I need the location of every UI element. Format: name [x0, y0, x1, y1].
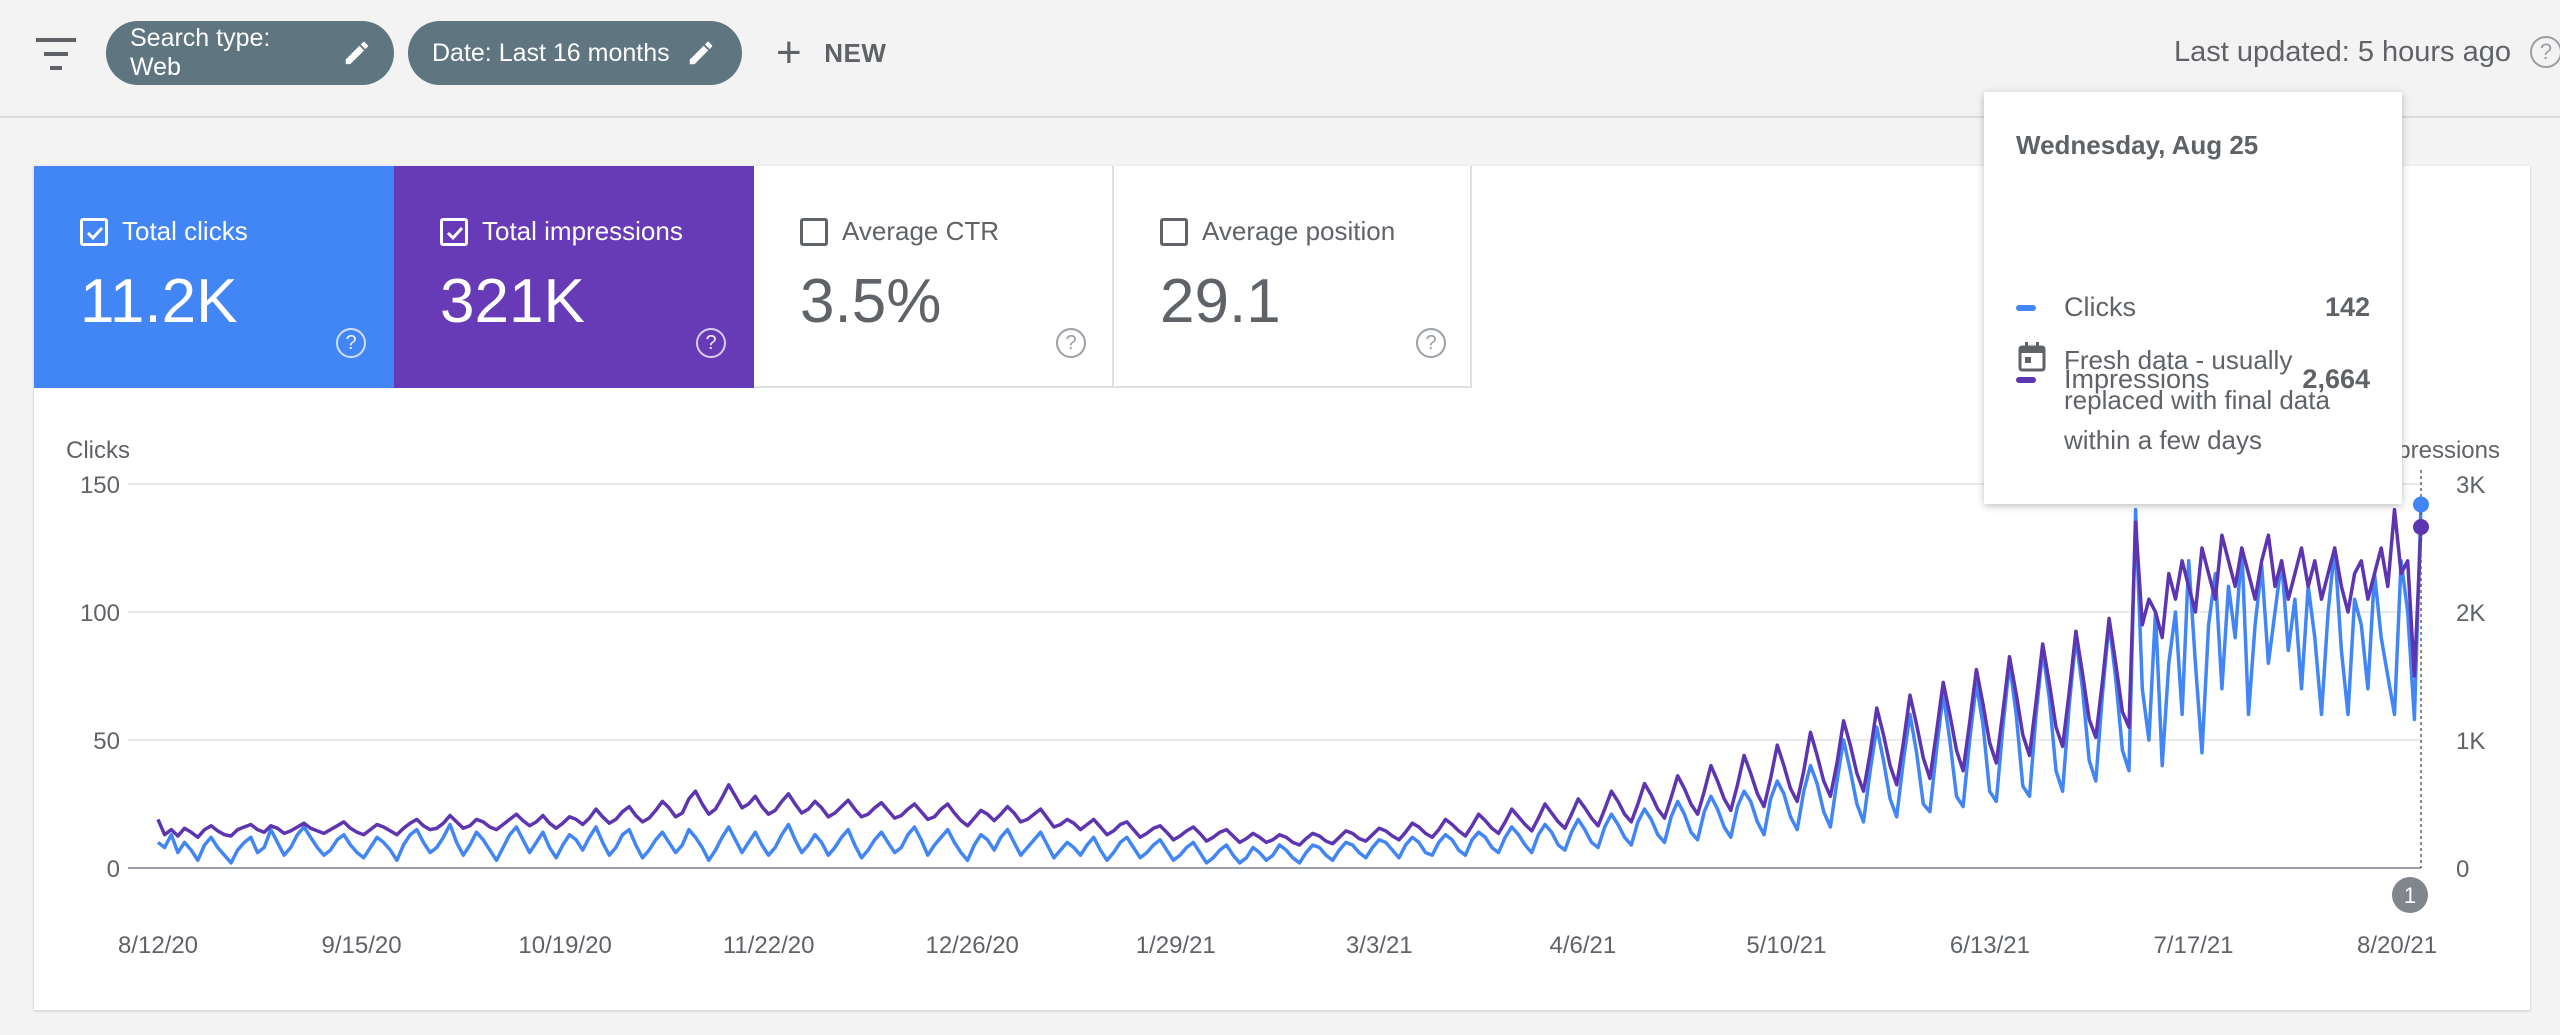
metric-label: Average position [1202, 216, 1396, 246]
x-tick-label: 8/20/21 [2357, 932, 2437, 959]
x-tick-label: 5/10/21 [1746, 932, 1826, 959]
chip-label: Search type: Web [130, 24, 271, 81]
last-updated-text: Last updated: 5 hours ago [2174, 36, 2511, 68]
filter-icon[interactable] [36, 36, 80, 72]
plus-icon: + [776, 28, 803, 77]
y-left-tick-label: 150 [80, 472, 120, 499]
tooltip-series-value: 142 [2324, 292, 2370, 322]
y-left-tick-label: 0 [107, 856, 120, 883]
metric-value: 11.2K [80, 267, 238, 336]
metric-label: Total impressions [482, 216, 683, 246]
annotation-marker-label: 1 [2404, 883, 2416, 908]
series-line-impressions [156, 507, 2423, 847]
metric-value: 321K [440, 267, 585, 336]
x-tick-label: 6/13/21 [1950, 932, 2030, 959]
tooltip-series-name: Impressions [2064, 364, 2210, 394]
metric-label: Total clicks [122, 216, 248, 246]
help-icon[interactable]: ? [1056, 328, 1086, 358]
x-tick-label: 12/26/20 [925, 932, 1018, 959]
tooltip-date: Wednesday, Aug 25 [2016, 130, 2259, 160]
metric-average-position[interactable]: Average position 29.1 ? [1114, 166, 1472, 388]
x-tick-label: 7/17/21 [2153, 932, 2233, 959]
chart-tooltip: Wednesday, Aug 25 Clicks 142 Impressions… [1984, 92, 2402, 504]
y-right-tick-label: 1K [2456, 728, 2485, 755]
metric-total-clicks[interactable]: Total clicks 11.2K ? [34, 166, 394, 388]
new-filter-button[interactable]: + NEW [776, 28, 886, 78]
tooltip-row-clicks: Clicks 142 [2016, 288, 2370, 328]
pencil-icon [689, 41, 712, 65]
chip-label: Date: Last 16 months [432, 38, 670, 67]
y-left-tick-label: 50 [93, 728, 120, 755]
help-icon[interactable]: ? [336, 328, 366, 358]
fresh-data-note: Fresh data - usually replaced with final… [2064, 345, 2330, 455]
y-right-tick-label: 2K [2456, 600, 2485, 627]
tooltip-series-name: Clicks [2064, 292, 2136, 322]
x-tick-label: 1/29/21 [1136, 932, 1216, 959]
calendar-icon [2018, 342, 2046, 372]
series-swatch [2016, 305, 2036, 311]
checkbox-checked-icon[interactable] [80, 218, 108, 246]
series-line-clicks [156, 504, 2423, 865]
hover-dot-clicks [2413, 496, 2429, 513]
metric-label: Average CTR [842, 216, 1000, 246]
top-toolbar: Search type: Web Date: Last 16 months + … [0, 0, 2560, 118]
x-tick-label: 3/3/21 [1346, 932, 1413, 959]
x-tick-label: 4/6/21 [1549, 932, 1616, 959]
x-tick-label: 9/15/20 [322, 932, 402, 959]
help-icon[interactable]: ? [696, 328, 726, 358]
series-swatch [2016, 377, 2036, 383]
metric-value: 29.1 [1160, 267, 1281, 336]
search-type-chip[interactable]: Search type: Web [106, 21, 394, 85]
metric-average-ctr[interactable]: Average CTR 3.5% ? [754, 166, 1114, 388]
x-tick-label: 10/19/20 [518, 932, 611, 959]
metric-total-impressions[interactable]: Total impressions 321K ? [394, 166, 754, 388]
pencil-icon [346, 41, 369, 65]
y-right-tick-label: 3K [2456, 472, 2485, 499]
y-left-axis-label: Clicks [66, 437, 130, 464]
x-tick-label: 11/22/20 [723, 932, 815, 959]
annotation-marker [2392, 877, 2428, 913]
checkbox-unchecked-icon[interactable] [1160, 218, 1188, 246]
help-icon[interactable]: ? [2530, 36, 2560, 68]
new-button-label: NEW [824, 37, 887, 68]
help-icon[interactable]: ? [1416, 328, 1446, 358]
y-right-tick-label: 0 [2456, 856, 2469, 883]
tooltip-series-value: 2,664 [2302, 364, 2370, 394]
tooltip-row-impressions: Impressions 2,664 [2016, 360, 2370, 400]
date-range-chip[interactable]: Date: Last 16 months [408, 21, 742, 85]
metric-value: 3.5% [800, 267, 942, 336]
x-tick-label: 8/12/20 [118, 932, 198, 959]
y-left-tick-label: 100 [80, 600, 120, 627]
hover-dot-impressions [2413, 519, 2429, 536]
checkbox-unchecked-icon[interactable] [800, 218, 828, 246]
checkbox-checked-icon[interactable] [440, 218, 468, 246]
